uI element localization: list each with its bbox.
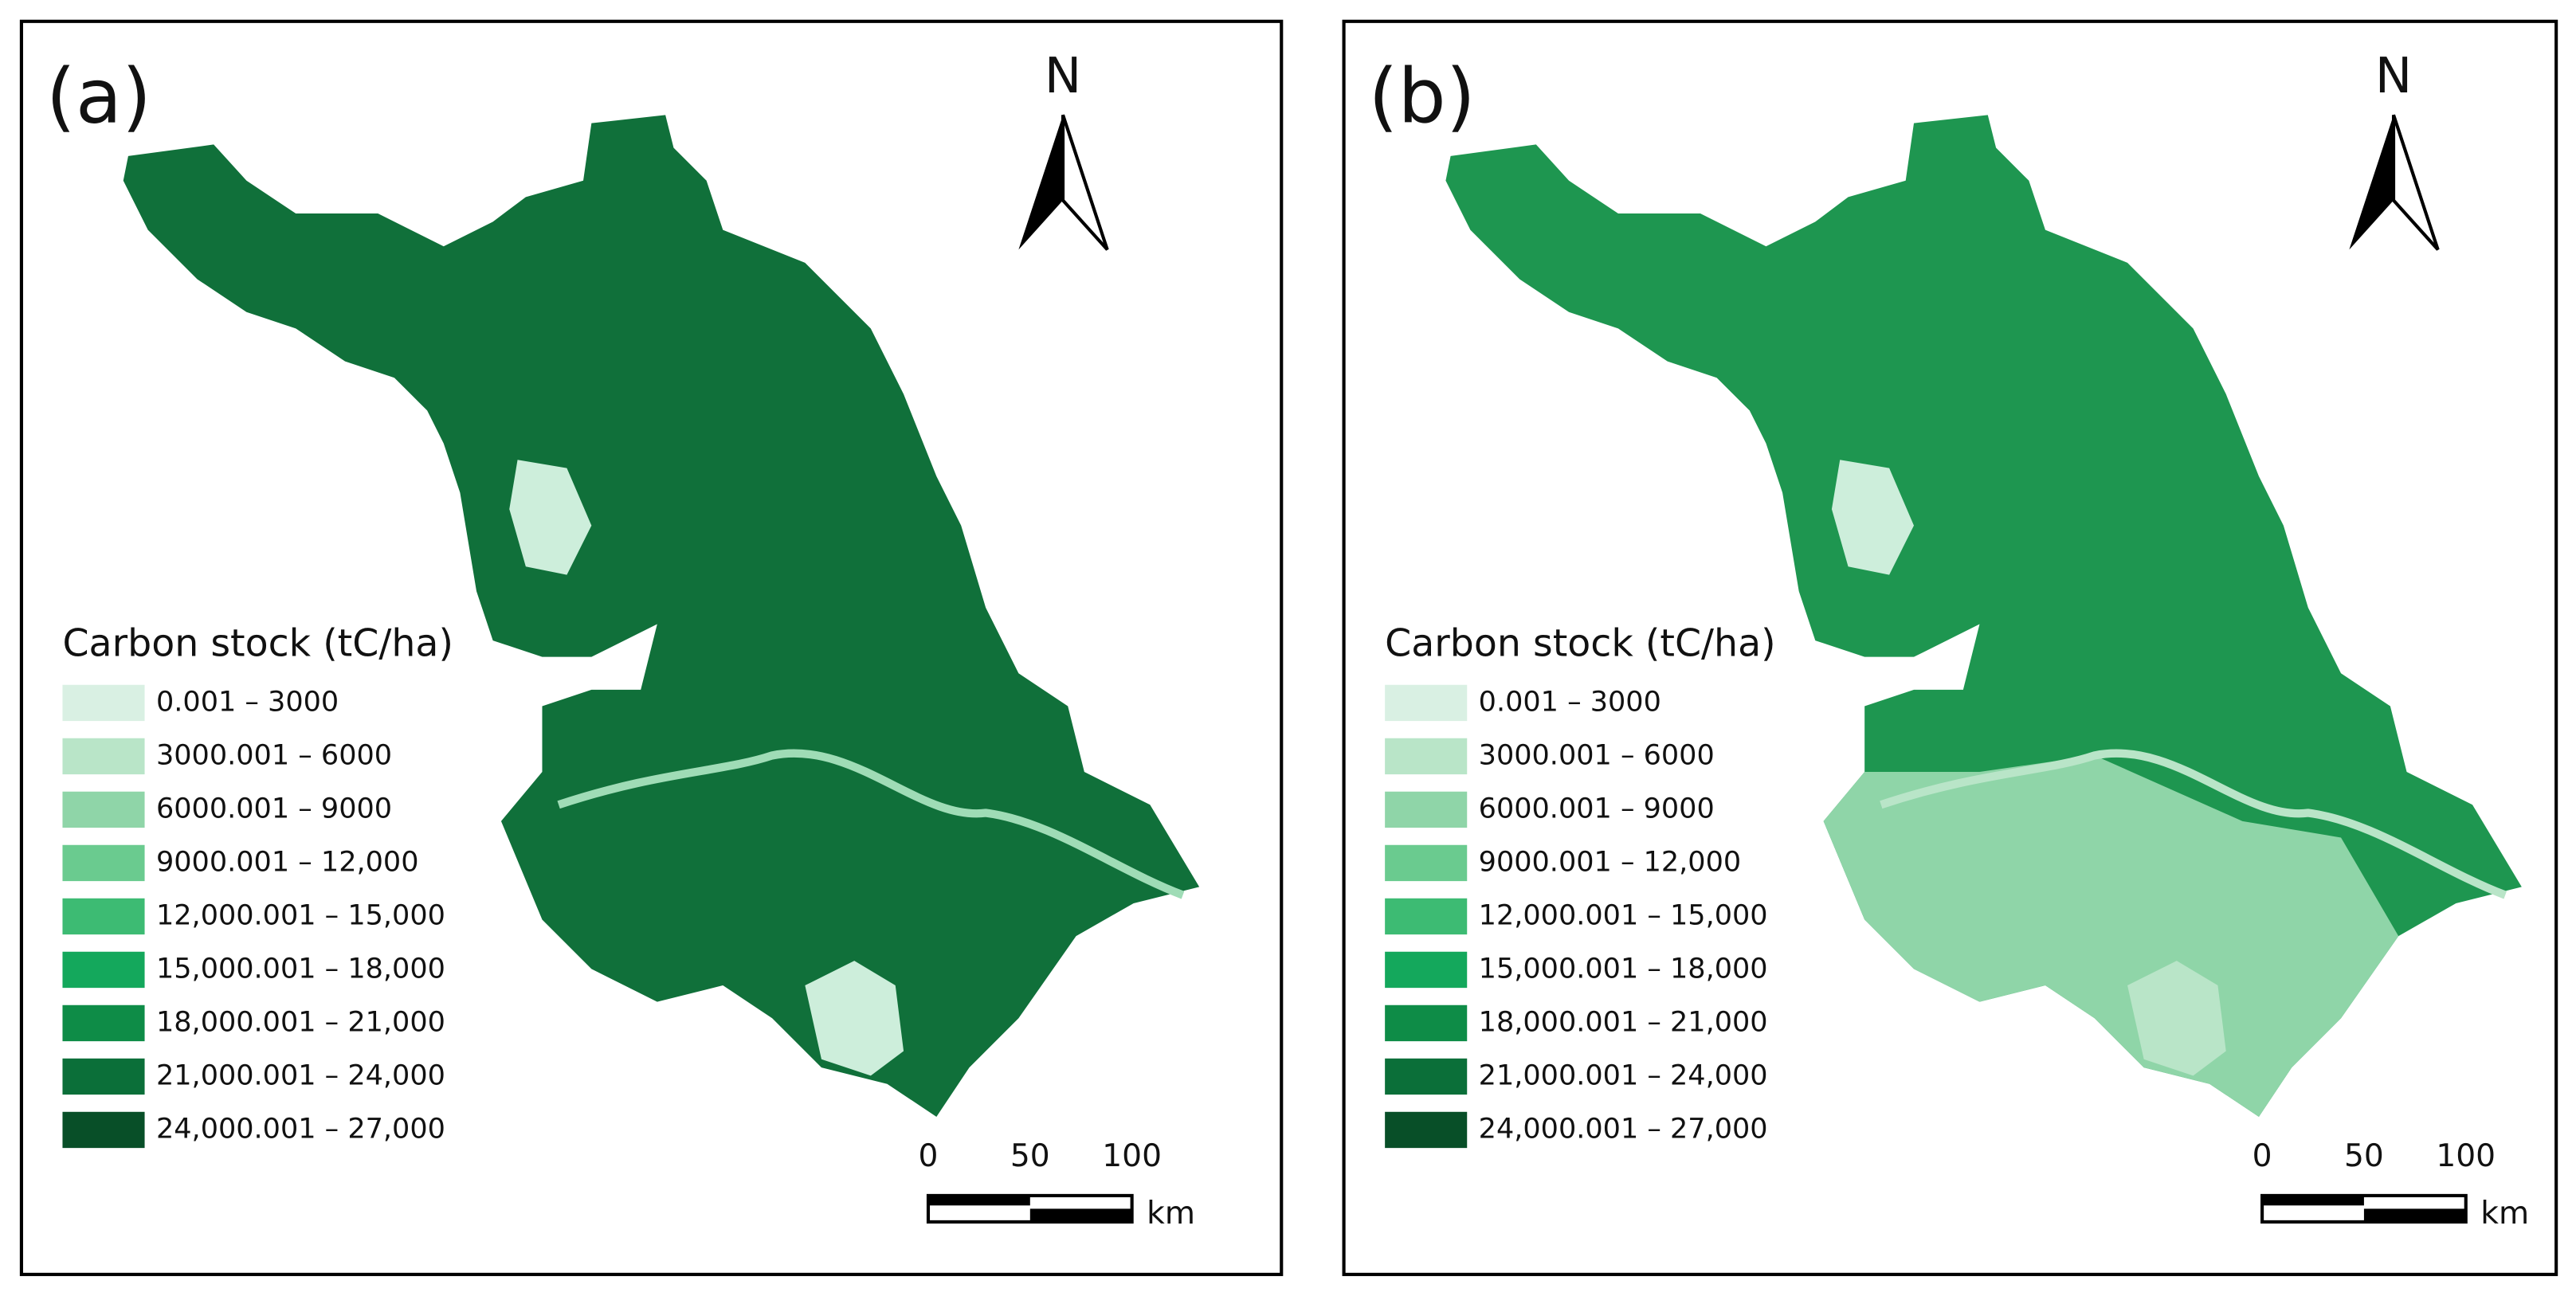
- legend-swatch: [62, 1004, 145, 1042]
- scale-bar-segment: [2262, 1195, 2364, 1206]
- scale-tick-label: 50: [2344, 1138, 2384, 1174]
- legend-swatch: [1385, 1058, 1468, 1095]
- legend-swatch: [62, 1058, 145, 1095]
- legend-label: 18,000.001 – 21,000: [156, 1005, 445, 1038]
- scale-tick-label: 50: [1010, 1138, 1050, 1174]
- panel-label: (a): [46, 53, 151, 141]
- scale-bar-segment: [1029, 1208, 1132, 1222]
- legend-label: 6000.001 – 9000: [156, 792, 392, 824]
- legend-label: 15,000.001 – 18,000: [156, 952, 445, 985]
- legend-swatch: [62, 738, 145, 775]
- legend-label: 3000.001 – 6000: [1479, 738, 1715, 771]
- legend-label: 21,000.001 – 24,000: [1479, 1059, 1768, 1091]
- north-label: N: [2375, 47, 2412, 104]
- legend-title: Carbon stock (tC/ha): [1385, 621, 1775, 665]
- legend-swatch: [1385, 738, 1468, 775]
- legend-title: Carbon stock (tC/ha): [62, 621, 453, 665]
- legend-label: 0.001 – 3000: [156, 685, 339, 718]
- legend-swatch: [1385, 951, 1468, 989]
- scale-tick-label: 100: [1102, 1138, 1162, 1174]
- scale-tick-label: 0: [919, 1138, 939, 1174]
- north-arrow-right: [1061, 114, 1109, 251]
- legend-label: 9000.001 – 12,000: [1479, 845, 1742, 878]
- panel-label: (b): [1369, 53, 1476, 141]
- legend-swatch: [62, 791, 145, 828]
- north-label: N: [1045, 47, 1081, 104]
- legend-label: 15,000.001 – 18,000: [1479, 952, 1768, 985]
- legend-swatch: [62, 684, 145, 722]
- legend-label: 18,000.001 – 21,000: [1479, 1005, 1768, 1038]
- scale-bar-segment: [2363, 1208, 2466, 1222]
- legend-label: 9000.001 – 12,000: [156, 845, 419, 878]
- legend-swatch: [1385, 684, 1468, 722]
- panel-b: (b) N Carbon stock (tC/ha) 0.001 – 3000 3000…: [1342, 19, 2558, 1276]
- panel-frame: [1342, 19, 2558, 1276]
- panel-frame: [19, 19, 1284, 1276]
- legend-label: 6000.001 – 9000: [1479, 792, 1715, 824]
- scale-tick-label: 100: [2436, 1138, 2496, 1174]
- scale-bar-segment: [927, 1195, 1030, 1206]
- scale-unit: km: [2480, 1196, 2529, 1232]
- legend-label: 0.001 – 3000: [1479, 685, 1661, 718]
- panel-a: (a) N Carbon stock (tC/ha) 0.001 – 3000 3000…: [19, 19, 1284, 1276]
- legend-label: 21,000.001 – 24,000: [156, 1059, 445, 1091]
- legend-label: 12,000.001 – 15,000: [1479, 899, 1768, 931]
- legend-swatch: [62, 898, 145, 935]
- legend-swatch: [62, 844, 145, 882]
- north-arrow-left: [2349, 115, 2394, 250]
- legend-swatch: [62, 951, 145, 989]
- scale-tick-label: 0: [2253, 1138, 2272, 1174]
- legend-swatch: [1385, 1111, 1468, 1149]
- legend-label: 3000.001 – 6000: [156, 738, 392, 771]
- legend-label: 24,000.001 – 27,000: [1479, 1112, 1768, 1145]
- legend-swatch: [1385, 1004, 1468, 1042]
- legend-swatch: [1385, 791, 1468, 828]
- north-arrow-left: [1018, 115, 1064, 250]
- north-arrow-right: [2391, 114, 2440, 251]
- legend-label: 24,000.001 – 27,000: [156, 1112, 445, 1145]
- legend-label: 12,000.001 – 15,000: [156, 899, 445, 931]
- map-subregion: [1823, 755, 2399, 1117]
- legend-swatch: [1385, 844, 1468, 882]
- scale-unit: km: [1147, 1196, 1195, 1232]
- legend-swatch: [62, 1111, 145, 1149]
- legend-swatch: [1385, 898, 1468, 935]
